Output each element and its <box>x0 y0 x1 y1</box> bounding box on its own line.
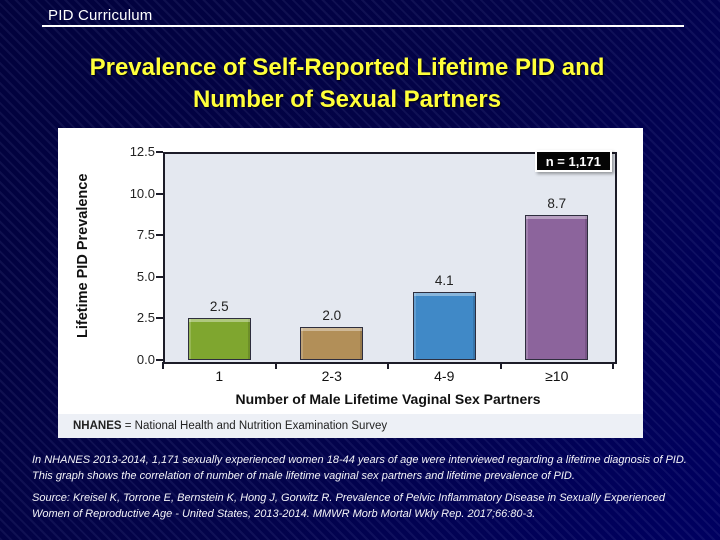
y-axis-title: Lifetime PID Prevalence <box>75 173 91 339</box>
x-tick-mark <box>387 362 389 369</box>
bar-1 <box>187 318 251 360</box>
slide-title: Prevalence of Self-Reported Lifetime PID… <box>14 52 680 115</box>
y-tick-mark <box>156 234 163 237</box>
bar-≥10 <box>525 215 589 360</box>
footnote-abbrev: NHANES <box>73 420 122 432</box>
slide-title-line1: Prevalence of Self-Reported Lifetime PID… <box>89 54 605 81</box>
slide-body-text: In NHANES 2013-2014, 1,171 sexually expe… <box>32 453 694 529</box>
y-tick-label: 12.5 <box>129 144 155 159</box>
bar-value-label: 2.0 <box>322 307 342 323</box>
sample-size-badge: n = 1,171 <box>534 150 612 172</box>
y-tick-label: 0.0 <box>136 352 155 367</box>
footnote-text: = National Health and Nutrition Examinat… <box>121 420 388 432</box>
study-description: In NHANES 2013-2014, 1,171 sexually expe… <box>32 454 687 482</box>
y-tick-label: 2.5 <box>136 310 155 326</box>
x-axis-title: Number of Male Lifetime Vaginal Sex Part… <box>235 391 541 407</box>
bar-value-label: 4.1 <box>434 272 454 288</box>
y-tick-label: 5.0 <box>136 268 155 284</box>
x-category-label: ≥10 <box>545 368 569 384</box>
source-citation: Source: Kreisel K, Torrone E, Bernstein … <box>32 492 665 520</box>
x-category-label: 4-9 <box>434 368 455 384</box>
header-divider <box>42 25 684 27</box>
bar-2-3 <box>300 326 364 360</box>
bar-value-label: 8.7 <box>547 196 567 212</box>
x-tick-mark <box>274 362 277 369</box>
slide-header: PID Curriculum <box>48 7 153 24</box>
slide-title-line2: Number of Sexual Partners <box>192 85 502 113</box>
y-tick-mark <box>156 317 163 320</box>
y-tick-mark <box>156 359 163 361</box>
x-category-label: 2-3 <box>321 368 342 384</box>
x-tick-mark <box>612 362 614 369</box>
x-tick-mark <box>499 362 502 369</box>
bar-chart: Lifetime PID Prevalence n = 1,171 Number… <box>58 128 643 438</box>
y-tick-label: 10.0 <box>129 185 155 201</box>
bar-4-9 <box>412 291 476 360</box>
x-category-label: 1 <box>215 368 224 384</box>
y-tick-label: 7.5 <box>136 227 155 243</box>
bar-value-label: 2.5 <box>209 299 229 315</box>
y-tick-mark <box>156 275 163 278</box>
chart-footnote: NHANES = National Health and Nutrition E… <box>58 414 643 438</box>
y-tick-mark <box>156 151 163 153</box>
x-tick-mark <box>162 362 164 369</box>
y-tick-mark <box>156 192 163 195</box>
